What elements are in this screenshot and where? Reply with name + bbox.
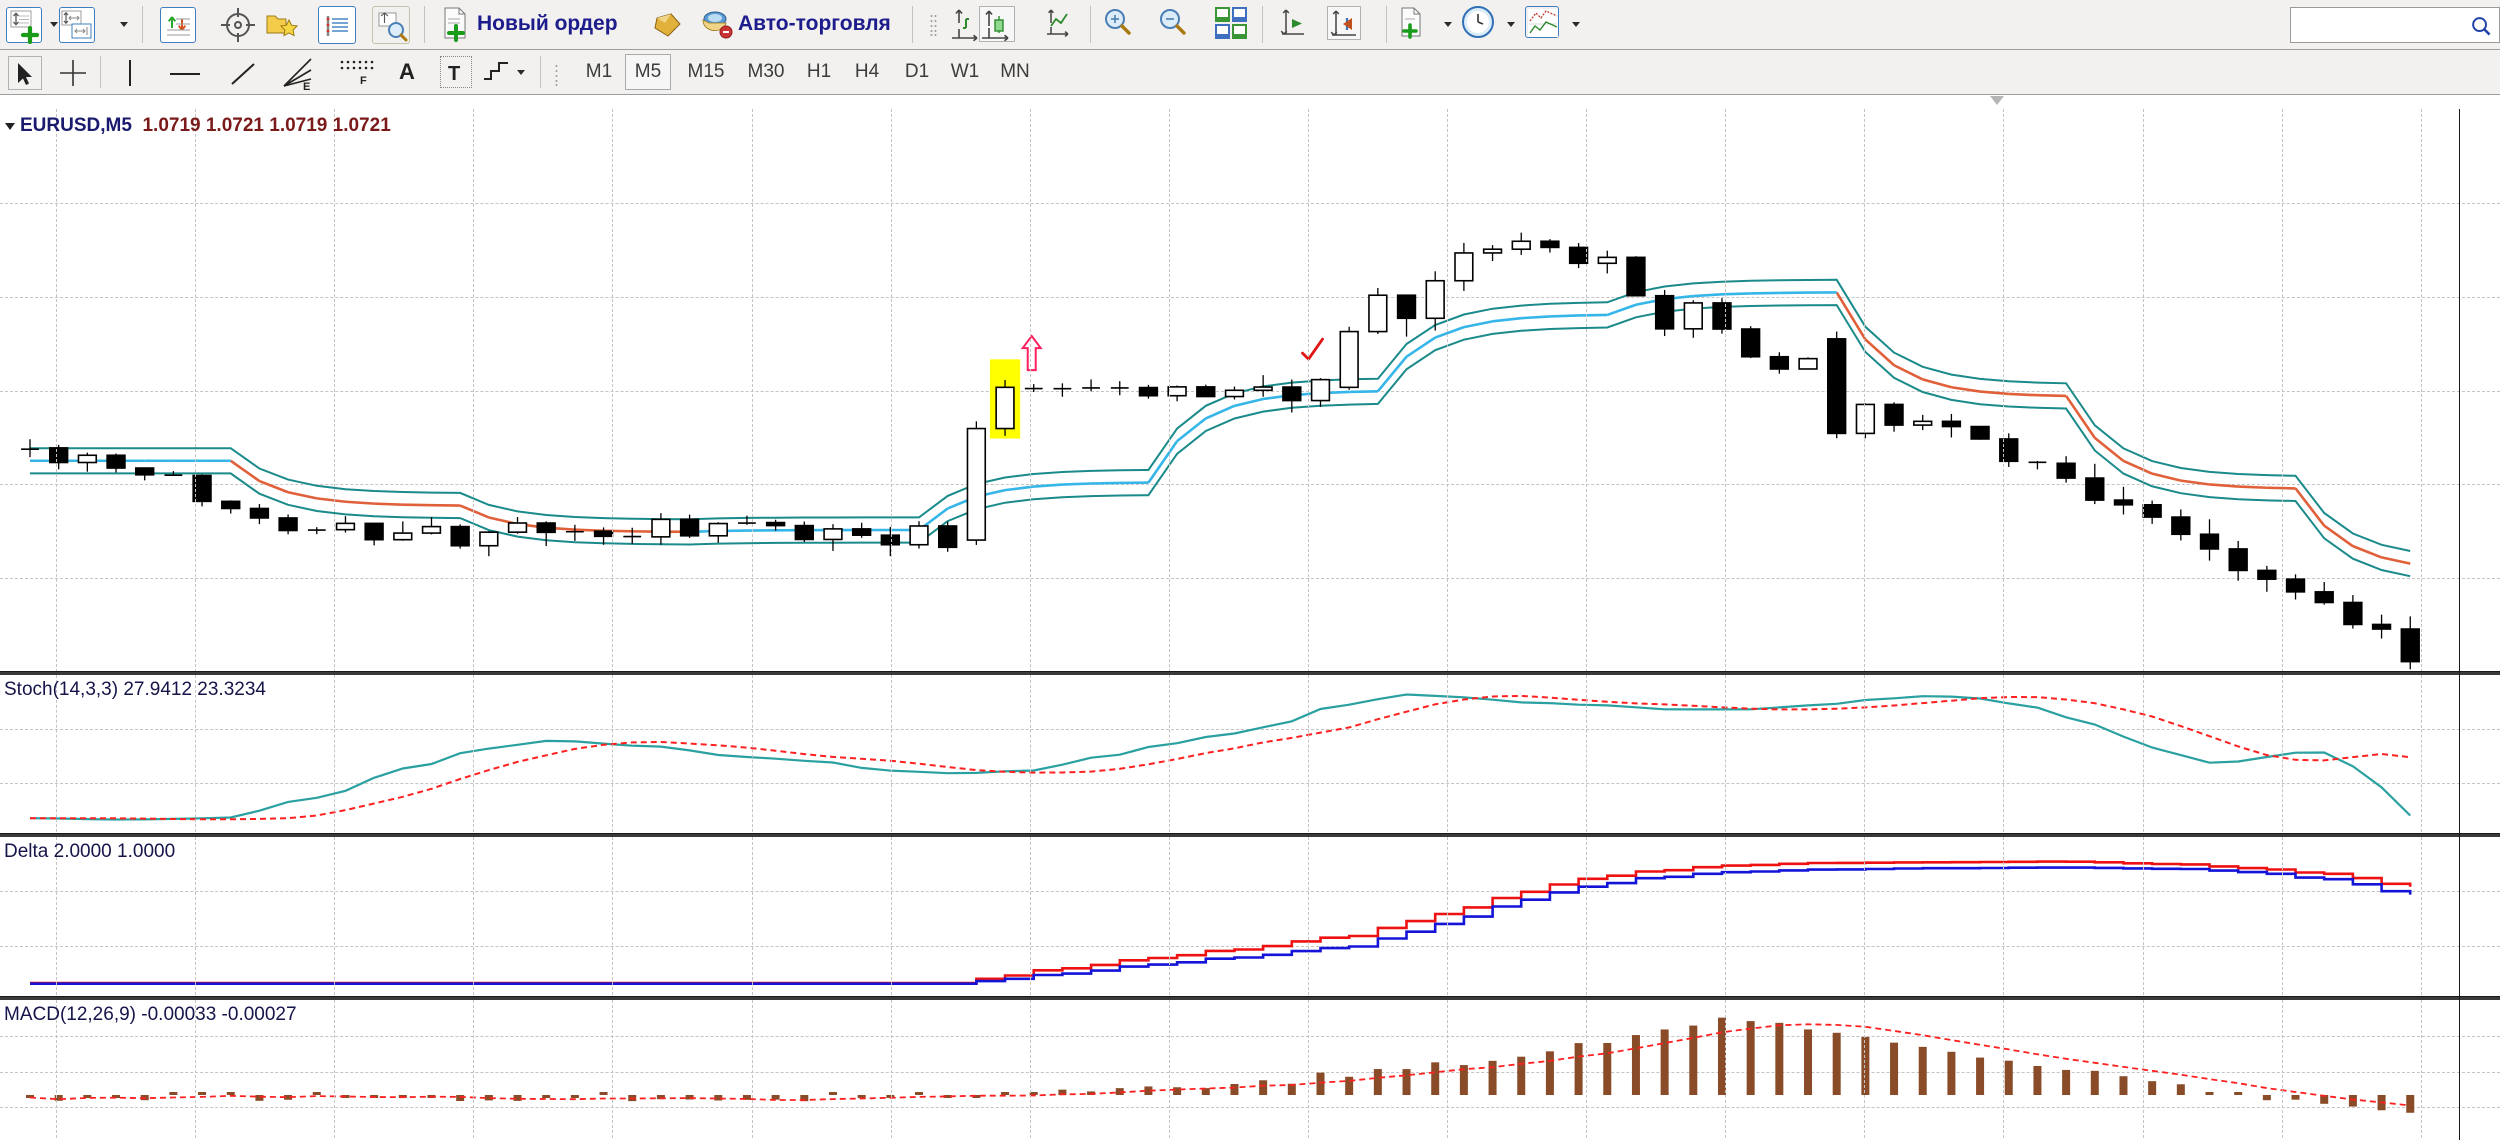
svg-text:T: T	[448, 63, 460, 85]
svg-text:E: E	[303, 81, 310, 92]
svg-text:F: F	[360, 75, 367, 86]
